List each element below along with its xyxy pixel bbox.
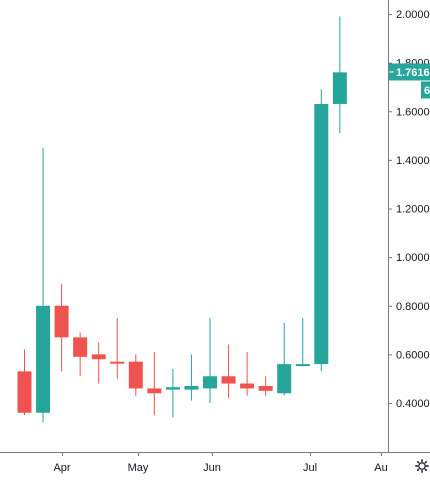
- candle-body-down: [73, 337, 88, 357]
- last-price-value: 1.7616: [396, 67, 430, 79]
- candle-body-down: [110, 361, 125, 364]
- candle-body-down: [221, 376, 236, 384]
- candle-body-down: [128, 361, 143, 389]
- time-tick-label: Apr: [53, 462, 70, 474]
- time-tick-label: May: [128, 462, 149, 474]
- price-tick-label: 0.4000: [396, 398, 430, 410]
- secondary-label-value: 6: [424, 85, 430, 97]
- price-axis: 2.00001.80001.60001.40001.20001.00000.80…: [388, 9, 430, 410]
- price-tick-label: 2.0000: [396, 9, 430, 21]
- candle-body-down: [240, 383, 255, 389]
- candle-body-down: [91, 354, 106, 360]
- candle-body-down: [54, 305, 69, 338]
- candle-body-up: [332, 72, 347, 104]
- candle-body-up: [36, 305, 51, 413]
- settings-gear-button[interactable]: [414, 458, 430, 474]
- time-tick-label: Au: [374, 462, 387, 474]
- price-tick-label: 0.8000: [396, 301, 430, 313]
- gear-icon: [415, 459, 429, 473]
- candles-group: [17, 16, 347, 423]
- price-tick-label: 1.2000: [396, 204, 430, 216]
- secondary-label: 6: [421, 81, 430, 99]
- candle-body-down: [17, 371, 32, 413]
- candle-body-up: [277, 364, 292, 394]
- candle-body-down: [147, 388, 162, 394]
- candle-body-up: [184, 385, 199, 390]
- price-tick-label: 1.6000: [396, 106, 430, 118]
- candle-body-up: [203, 376, 217, 389]
- last-price-label: 1.7616: [389, 63, 430, 81]
- time-tick-label: Jul: [303, 462, 317, 474]
- time-axis: Apr May Jun Jul Au: [53, 452, 388, 474]
- candle-body-up: [295, 364, 310, 367]
- price-tick-label: 0.6000: [396, 349, 430, 361]
- candle-body-down: [258, 385, 273, 391]
- price-tick-label: 1.4000: [396, 155, 430, 167]
- time-tick-label: Jun: [203, 462, 221, 474]
- price-tick-label: 1.0000: [396, 252, 430, 264]
- candle-body-up: [165, 387, 180, 390]
- last-price-label-bg: [389, 63, 430, 81]
- candle-body-up: [314, 103, 329, 365]
- secondary-label-bg: [421, 81, 430, 99]
